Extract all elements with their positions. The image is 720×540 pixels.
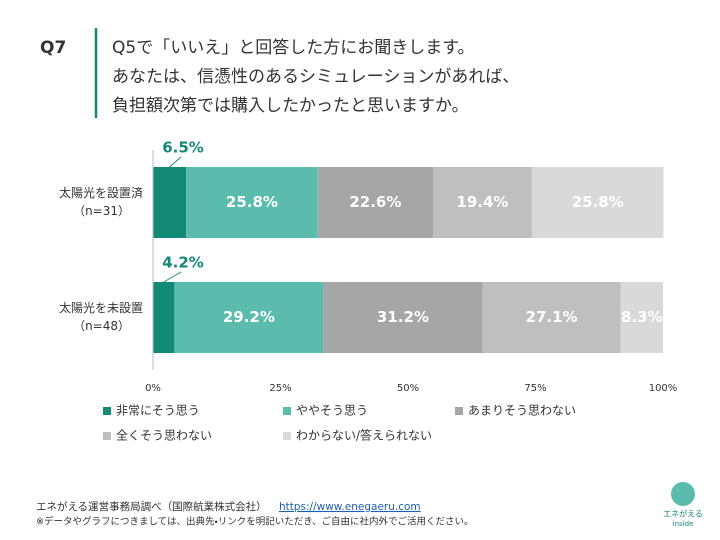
note: ※データやグラフにつきましては、出典先・リンクを明記いただき、ご自由に社内外でご… [36, 516, 474, 528]
legend-label: ややそう思う [296, 404, 368, 418]
value-label: 25.8% [572, 193, 624, 211]
legend-label: 全くそう思わない [116, 429, 212, 443]
bar-segment [482, 282, 621, 353]
value-label: 31.2% [377, 308, 429, 326]
label-leader [163, 271, 182, 283]
legend-swatch [283, 432, 291, 440]
x-tick-label: 25% [269, 383, 291, 394]
chart-title: あなたは、信憑性のあるシミュレーションがあれば、 [112, 67, 519, 87]
value-label: 8.3% [621, 308, 663, 326]
source: エネがえる運営事務局調べ（国際航業株式会社） [36, 500, 267, 513]
category-label: 太陽光を未設置 [59, 300, 143, 315]
legend-label: あまりそう思わない [468, 404, 576, 418]
chart-title: Q5で「いいえ」と回答した方にお聞きします。 [112, 37, 475, 58]
legend-swatch [283, 407, 291, 415]
bar-segment [531, 167, 664, 238]
bar-segment [153, 282, 175, 353]
value-label: 29.2% [223, 308, 275, 326]
value-label: 4.2% [162, 254, 204, 272]
category-label: 太陽光を設置済 [59, 185, 143, 200]
bar-segment [186, 167, 318, 238]
value-label: 22.6% [349, 193, 401, 211]
question-label: Q7 [40, 38, 66, 58]
logo-sub: inside [673, 520, 694, 528]
bar-segment [174, 282, 324, 353]
bar-segment [620, 282, 663, 353]
bar-segment [317, 167, 433, 238]
legend-swatch [103, 432, 111, 440]
logo-text: エネがえる [663, 509, 703, 519]
category-note: （n=31） [73, 204, 130, 218]
bar-segment [153, 167, 187, 238]
legend-label: わからない/答えられない [296, 428, 432, 443]
label-leader [169, 156, 182, 168]
x-tick-label: 100% [649, 383, 678, 394]
value-label: 27.1% [526, 308, 578, 326]
bar-segment [323, 282, 483, 353]
x-tick-label: 0% [145, 383, 161, 394]
source-link[interactable]: https://www.enegaeru.com [279, 501, 421, 513]
bar-segment [432, 167, 532, 238]
legend-swatch [455, 407, 463, 415]
x-tick-label: 50% [397, 383, 419, 394]
category-note: （n=48） [73, 319, 130, 333]
chart-title: 負担額次第では購入したかったと思いますか。 [112, 96, 469, 116]
value-label: 25.8% [226, 193, 278, 211]
value-label: 19.4% [456, 193, 508, 211]
value-label: 6.5% [162, 139, 204, 157]
x-tick-label: 75% [524, 383, 546, 394]
legend-swatch [103, 407, 111, 415]
legend-label: 非常にそう思う [116, 404, 200, 418]
logo-icon [671, 482, 695, 506]
